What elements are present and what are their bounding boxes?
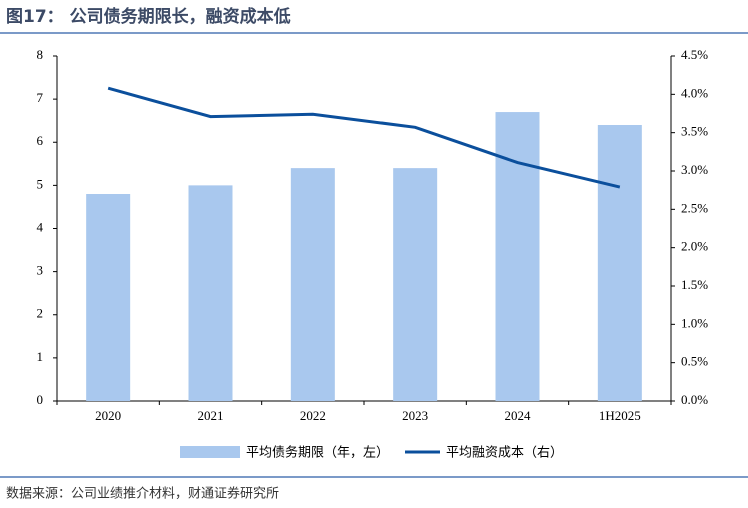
x-tick-label: 2021 [198,408,224,423]
y2-tick-label: 4.5% [681,47,708,62]
y-tick-label: 2 [37,306,44,321]
y2-tick-label: 1.5% [681,277,708,292]
bar [86,194,131,401]
y2-tick-label: 1.0% [681,315,708,330]
y-tick-label: 4 [37,219,44,234]
y-tick-label: 6 [37,133,44,148]
y-tick-label: 3 [37,263,44,278]
bar [495,112,540,401]
y2-tick-label: 0.0% [681,392,708,407]
chart-title: 图17： 公司债务期限长，融资成本低 [6,6,291,27]
y2-tick-label: 3.0% [681,162,708,177]
bar [290,168,335,401]
x-tick-label: 2020 [95,408,121,423]
x-tick-label: 2023 [402,408,428,423]
bar [188,185,233,401]
x-tick-label: 2024 [505,408,532,423]
y2-tick-label: 0.5% [681,354,708,369]
y2-tick-label: 2.0% [681,239,708,254]
source-note: 数据来源：公司业绩推介材料，财通证券研究所 [6,486,279,502]
legend-label: 平均融资成本（右） [446,446,563,461]
y-tick-label: 5 [37,176,44,191]
y-tick-label: 8 [37,47,44,62]
bar [393,168,438,401]
bar [597,125,642,401]
x-tick-label: 1H2025 [599,408,641,423]
line [107,86,621,189]
y2-tick-label: 2.5% [681,200,708,215]
x-tick-label: 2022 [300,408,326,423]
y2-tick-label: 4.0% [681,85,708,100]
y-tick-label: 1 [37,349,44,364]
legend-swatch [180,446,240,458]
legend-label: 平均债务期限（年，左） [246,445,389,461]
y2-tick-label: 3.5% [681,124,708,139]
y-tick-label: 0 [37,392,44,407]
y-tick-label: 7 [37,90,44,105]
